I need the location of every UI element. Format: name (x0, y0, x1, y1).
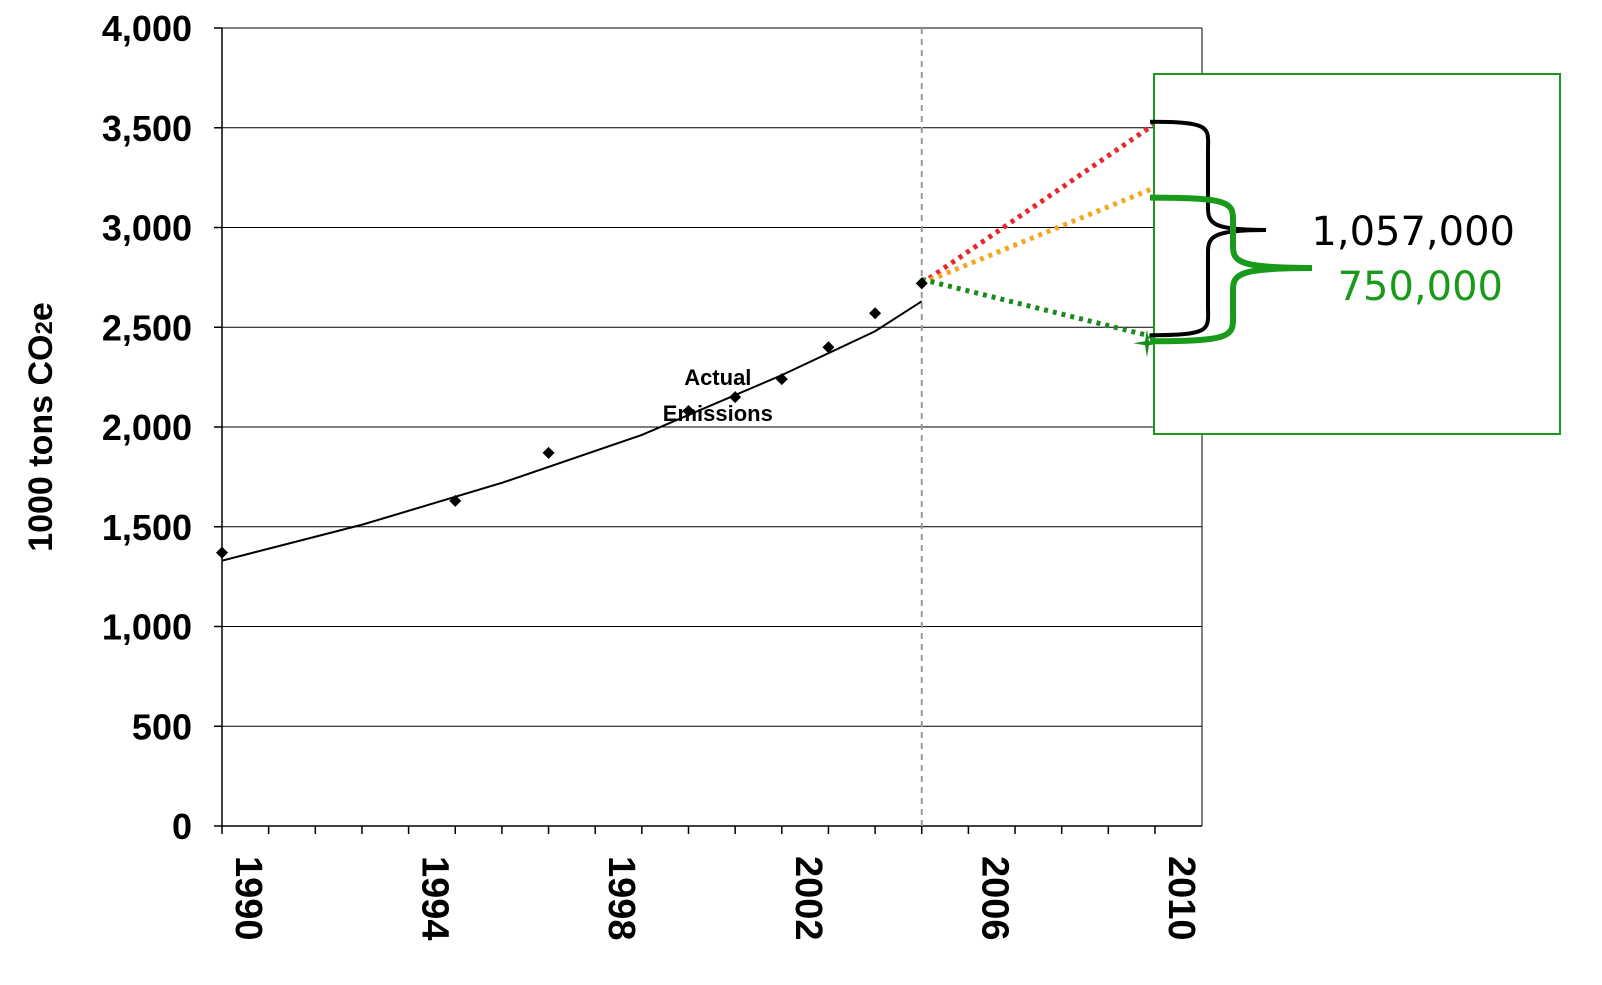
y-tick-label: 4,000 (102, 8, 192, 49)
x-tick-label: 1990 (227, 856, 269, 941)
data-point (869, 307, 882, 320)
projection-line-2 (920, 121, 1157, 286)
ylabel-layer: 1000 tons CO2e (22, 302, 60, 552)
series-layer (216, 28, 1161, 826)
data-point (822, 341, 835, 354)
x-tick-label: 2006 (973, 856, 1015, 941)
x-tick-label: 1998 (600, 856, 642, 941)
x-tick-label: 1994 (414, 856, 456, 941)
data-point (775, 373, 788, 386)
data-point (449, 494, 462, 507)
y-tick-label: 3,000 (102, 208, 192, 249)
annotation-actual: Actual (684, 365, 751, 390)
data-point (682, 405, 695, 418)
y-axis-label: 1000 tons CO2e (22, 302, 60, 552)
data-point (915, 277, 928, 290)
projection-line-4 (921, 276, 1156, 340)
callout-box (1153, 73, 1561, 435)
annotation-emissions: Emissions (663, 401, 773, 426)
grid-layer (222, 27, 1202, 727)
black-brace-icon (1149, 119, 1267, 338)
data-point (216, 546, 228, 559)
y-tick-label: 1,000 (102, 607, 192, 648)
y-tick-label: 2,000 (102, 407, 192, 448)
data-point (542, 446, 555, 459)
callout-value-green: 750,000 (1338, 264, 1503, 310)
trend-line (221, 300, 923, 562)
projection-line-3 (920, 185, 1156, 286)
green-brace-icon (1149, 194, 1313, 345)
x-tick-label: 2002 (787, 856, 829, 941)
green-star-marker (1133, 329, 1161, 358)
y-tick-label: 2,500 (102, 307, 192, 348)
y-tick-label: 0 (172, 806, 192, 847)
y-tick-label: 500 (132, 706, 192, 747)
y-tick-label: 1,500 (102, 507, 192, 548)
x-tick-label: 2010 (1160, 856, 1202, 941)
callout-value-black: 1,057,000 (1311, 209, 1515, 255)
y-tick-label: 3,500 (102, 108, 192, 149)
ticks-layer: 0 500 1,000 1,500 2,000 2,500 3,000 3,500 4,000 1… (102, 8, 1202, 941)
callout-layer: 1,057,000 750,000 (1149, 73, 1561, 435)
annotation-layer: Actual Emissions (663, 365, 773, 426)
data-point (729, 391, 742, 404)
